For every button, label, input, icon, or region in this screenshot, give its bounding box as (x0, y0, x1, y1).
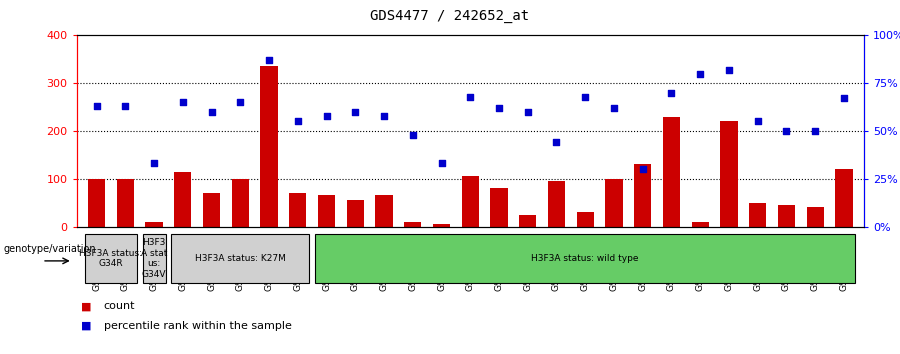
Point (491, 105, 506, 111)
Text: count: count (104, 301, 135, 311)
Point (693, 71, 707, 76)
Point (578, 94, 592, 99)
Point (377, 113, 392, 119)
Bar (462, 176, 479, 227)
Text: H3F3
A stat
us:
G34V: H3F3 A stat us: G34V (141, 238, 167, 279)
Point (549, 139, 563, 145)
Bar (117, 179, 134, 227)
Bar (749, 202, 766, 227)
Bar (720, 121, 737, 227)
Text: ■: ■ (81, 301, 92, 311)
Bar (806, 207, 824, 227)
Point (607, 105, 621, 111)
Bar (231, 179, 249, 227)
Bar (88, 179, 105, 227)
Text: GDS4477 / 242652_at: GDS4477 / 242652_at (371, 9, 529, 23)
Point (664, 90, 679, 96)
Bar (203, 193, 220, 227)
Bar (491, 188, 508, 227)
Bar (778, 205, 795, 227)
Point (233, 99, 248, 105)
Point (262, 57, 276, 63)
Bar (634, 164, 652, 227)
Text: H3F3A status: wild type: H3F3A status: wild type (532, 254, 639, 263)
Point (751, 119, 765, 124)
Point (348, 109, 363, 115)
Text: H3F3A status: K27M: H3F3A status: K27M (195, 254, 286, 263)
Point (406, 132, 420, 138)
Bar (835, 169, 852, 227)
Bar (404, 222, 421, 227)
Bar (346, 200, 364, 227)
Point (779, 128, 794, 134)
Point (722, 67, 736, 73)
Point (320, 113, 334, 119)
Bar (289, 193, 306, 227)
Bar (548, 181, 565, 227)
Point (837, 96, 851, 101)
Bar (662, 116, 680, 227)
Point (147, 161, 161, 166)
Bar (433, 224, 450, 227)
Bar (175, 172, 192, 227)
Point (118, 103, 132, 109)
FancyBboxPatch shape (171, 234, 310, 283)
FancyBboxPatch shape (315, 234, 855, 283)
Point (291, 119, 305, 124)
Text: percentile rank within the sample: percentile rank within the sample (104, 321, 292, 331)
Point (635, 166, 650, 172)
Bar (318, 195, 335, 227)
Bar (260, 67, 278, 227)
Bar (146, 222, 163, 227)
Point (435, 161, 449, 166)
Bar (519, 215, 536, 227)
Bar (606, 179, 623, 227)
Point (808, 128, 823, 134)
Text: genotype/variation: genotype/variation (4, 244, 96, 253)
Text: ■: ■ (81, 321, 92, 331)
FancyBboxPatch shape (86, 234, 137, 283)
Bar (375, 195, 392, 227)
Point (463, 94, 477, 99)
Text: H3F3A status:
G34R: H3F3A status: G34R (79, 249, 142, 268)
Bar (691, 222, 709, 227)
Point (520, 109, 535, 115)
Point (176, 99, 190, 105)
Bar (577, 212, 594, 227)
FancyBboxPatch shape (142, 234, 166, 283)
Point (204, 109, 219, 115)
Point (89, 103, 104, 109)
